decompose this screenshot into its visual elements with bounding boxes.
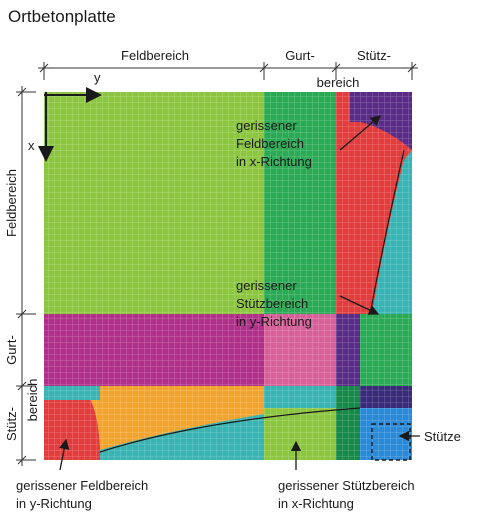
- annotation-stuetz-y: gerissener Stützbereich in y-Richtung: [236, 278, 312, 329]
- diagram-title: Ortbetonplatte: [8, 7, 116, 26]
- annotation-feld-x: gerissener Feldbereich in x-Richtung: [236, 118, 312, 169]
- axis-label-x: x: [28, 138, 35, 153]
- top-label-stuetz: Stütz-: [357, 48, 391, 63]
- left-label-stuetz: Stütz-: [4, 407, 19, 441]
- left-dimension: [16, 86, 36, 466]
- annotation-arrows: [59, 115, 420, 471]
- axis-label-y: y: [94, 70, 101, 85]
- top-label-gurt: Gurt-: [285, 48, 315, 63]
- axis-arrows: [38, 87, 102, 162]
- slab-zones: [44, 92, 412, 460]
- left-label-bereich: bereich: [25, 379, 40, 422]
- support-outline: [371, 423, 411, 461]
- annotation-stuetze: Stütze: [424, 429, 461, 444]
- annotation-stuetz-x: gerissener Stützbereich in x-Richtung: [278, 478, 418, 511]
- annotation-feld-y: gerissener Feldbereich in y-Richtung: [16, 478, 152, 511]
- top-dimension: [38, 62, 418, 80]
- top-label-bereich: bereich: [317, 75, 360, 90]
- top-label-feld: Feldbereich: [121, 48, 189, 63]
- left-label-gurt: Gurt-: [4, 335, 19, 365]
- left-label-feld: Feldbereich: [4, 169, 19, 237]
- boundary-curves: [99, 149, 405, 453]
